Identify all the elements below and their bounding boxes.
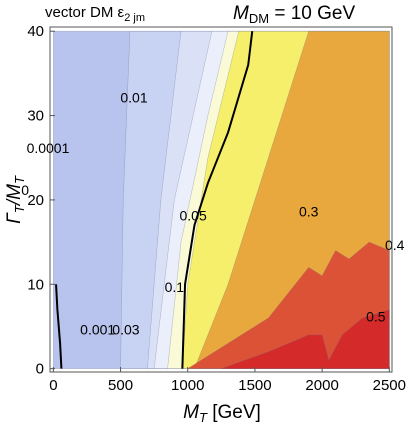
title-text: = 10 GeV (269, 3, 355, 24)
title-text: vector DM ε (45, 4, 125, 21)
y-tick-label: 20 (27, 192, 44, 209)
contour-label: 0.4 (385, 237, 405, 253)
contour-line (181, 31, 254, 369)
contour-region (187, 241, 390, 369)
y-tick-label: 30 (27, 108, 44, 125)
contour-label: 0.03 (112, 321, 139, 337)
x-tick-label: 2500 (373, 377, 406, 394)
y-tick-label: 40 (27, 23, 44, 40)
contour-label: 0.01 (120, 89, 147, 105)
y-tick-label: 0 (36, 361, 44, 378)
contour-label: 0.2 (222, 13, 242, 29)
x-tick-label: 1500 (238, 377, 271, 394)
axis-label-text: /M (4, 184, 25, 207)
title-subscript: DM (249, 11, 269, 26)
contour-label: 0.1 (165, 279, 185, 295)
contour-line (55, 284, 63, 369)
contour-label: 0.05 (179, 207, 206, 223)
axis-label-subscript: T (199, 410, 208, 425)
contour-label: 0.3 (299, 203, 319, 219)
y-tick-label: 10 (27, 276, 44, 293)
title-right: MDM = 10 GeV (233, 3, 355, 26)
axis-label-text: M (183, 402, 199, 423)
contour-label: 0.0001 (27, 140, 70, 156)
title-left: vector DM ε2 jm (45, 4, 145, 24)
x-tick-label: 2000 (305, 377, 338, 394)
contour-region (221, 309, 390, 369)
x-axis-label: MT [GeV] (183, 402, 261, 425)
title-subscript: 2 jm (124, 12, 145, 24)
x-tick-label: 0 (49, 377, 57, 394)
axis-label-subscript: T (12, 204, 27, 213)
y-axis-label: ΓT/MT (4, 175, 27, 224)
axis-label-subscript: T (12, 175, 27, 184)
contour-label: 0.5 (366, 309, 386, 325)
axis-label-text: [GeV] (207, 402, 261, 423)
title-text: M (233, 3, 249, 24)
x-tick-label: 1000 (171, 377, 204, 394)
axis-label-text: Γ (4, 212, 25, 224)
contour-label: 0.001 (80, 321, 115, 337)
contour-label: 0 (21, 182, 29, 198)
x-tick-label: 500 (108, 377, 133, 394)
